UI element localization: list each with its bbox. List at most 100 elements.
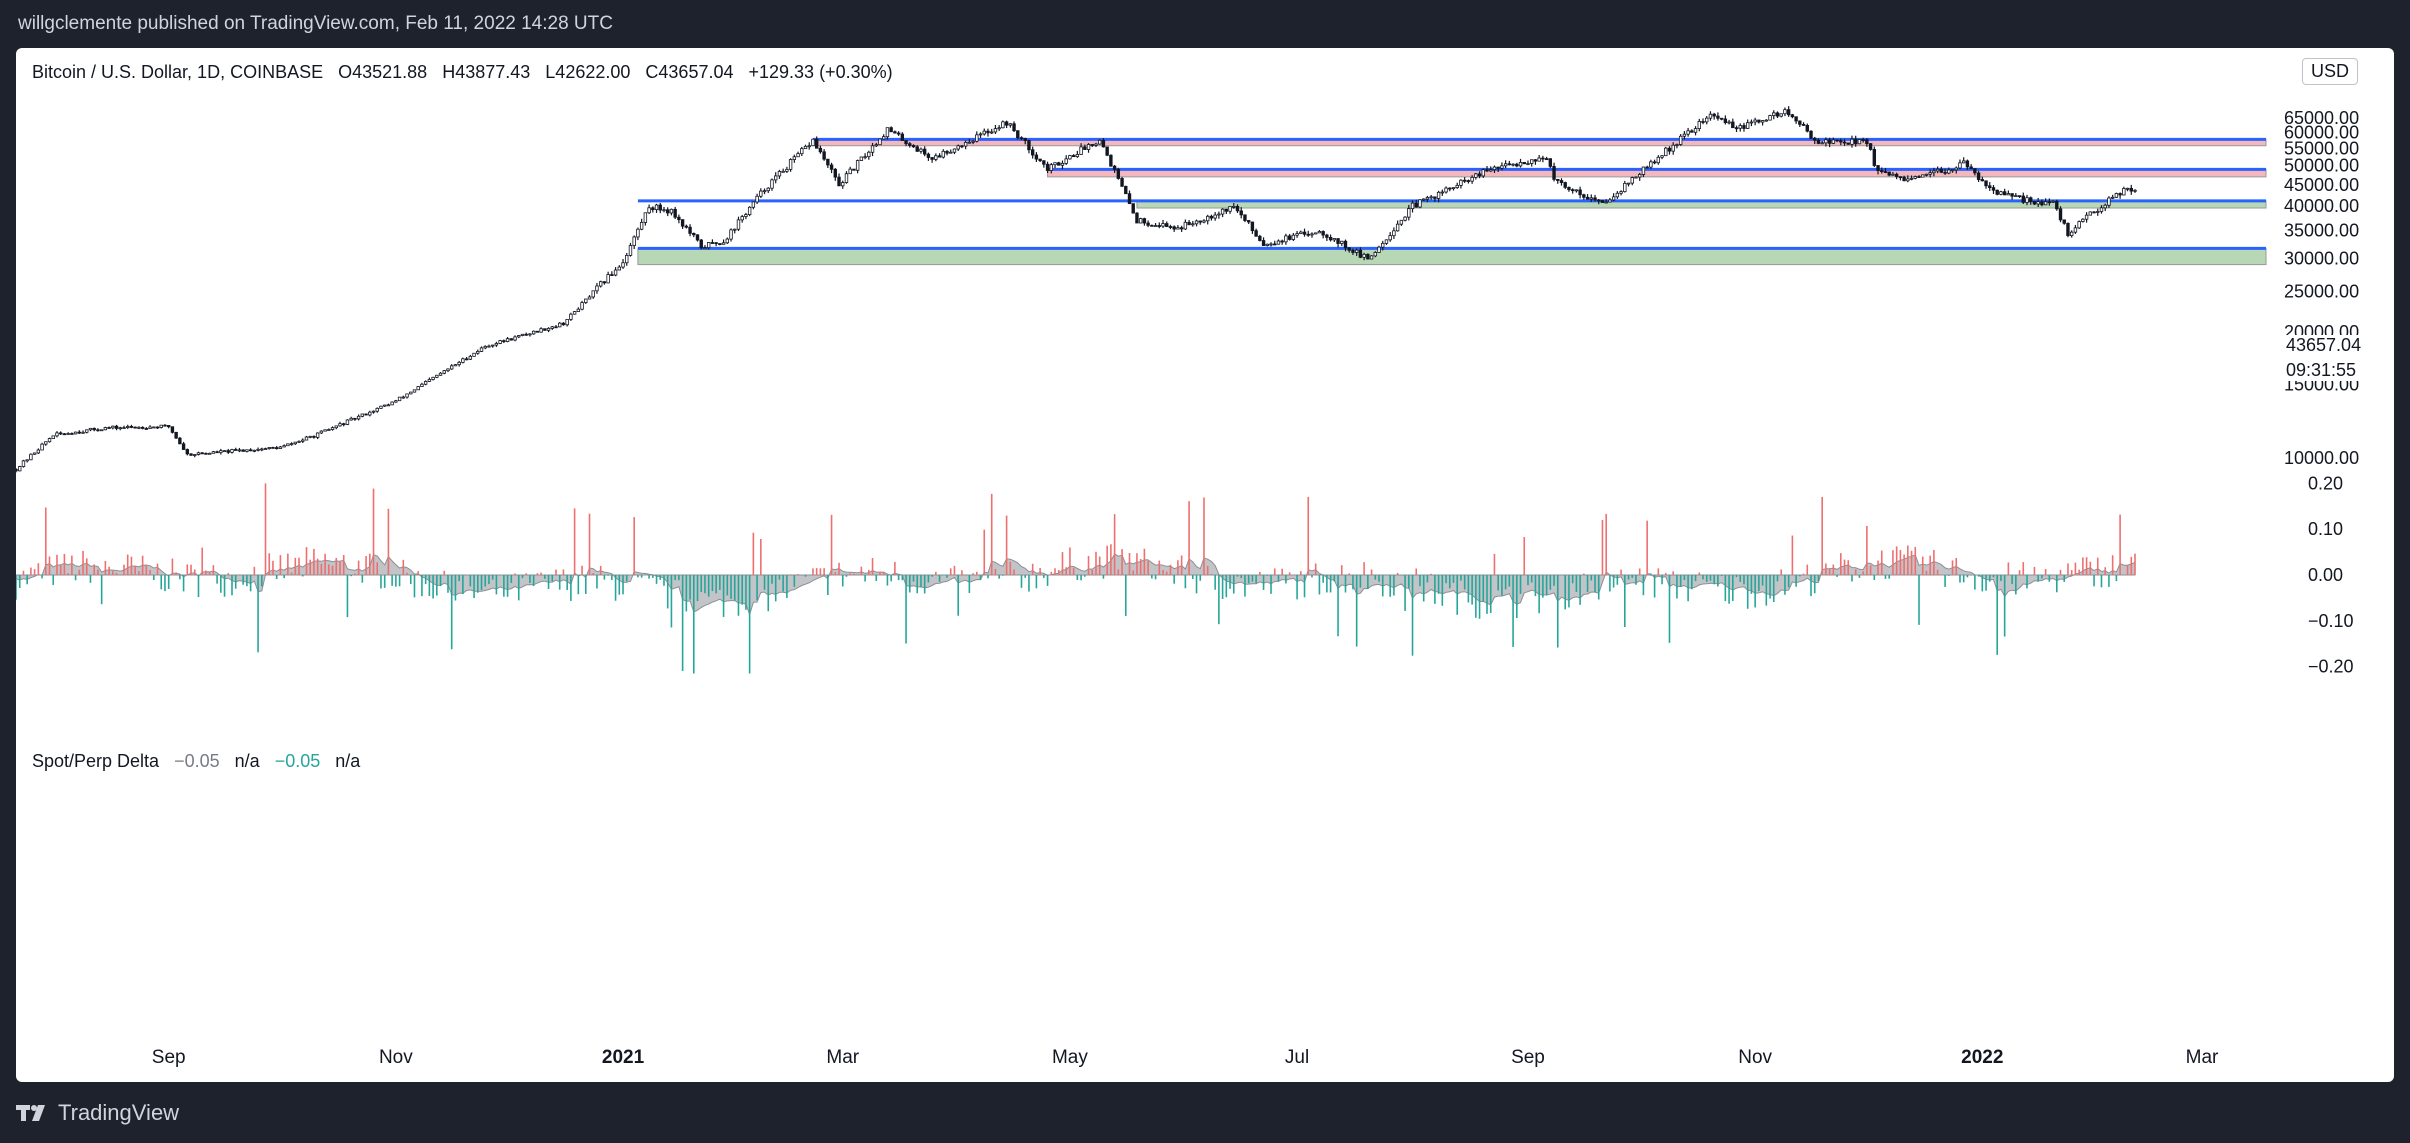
- candle-body: [1399, 219, 1404, 225]
- candle-body: [1451, 187, 1456, 189]
- candle-body: [155, 426, 160, 429]
- candle-body: [647, 207, 651, 214]
- chart-svg[interactable]: 65000.0060000.0055000.0050000.0045000.00…: [16, 48, 2394, 1082]
- candle-body: [263, 448, 268, 450]
- candle-body: [878, 138, 882, 146]
- candle-body: [1835, 139, 1839, 142]
- candle-body: [1265, 243, 1269, 246]
- candle-body: [911, 145, 916, 148]
- candle-body: [144, 428, 149, 430]
- candle-body: [975, 134, 979, 142]
- time-tick-label: Mar: [826, 1047, 859, 1068]
- price-tick-label: 50000.00: [2284, 156, 2359, 176]
- candle-body: [703, 247, 707, 250]
- candle-body: [669, 208, 674, 214]
- candle-body: [990, 131, 994, 134]
- candle-body: [1016, 130, 1020, 139]
- candle-body: [1198, 220, 1202, 223]
- tradingview-logo[interactable]: TradingView: [16, 1100, 179, 1126]
- candle-body: [528, 333, 532, 336]
- candle-body: [662, 209, 666, 212]
- candle-body: [2002, 191, 2007, 196]
- candle-body: [446, 368, 450, 372]
- candle-body: [1045, 163, 1050, 171]
- candle-body: [1764, 119, 1769, 122]
- candle-body: [1414, 202, 1418, 208]
- candle-body: [1641, 166, 1646, 175]
- candle-body: [256, 448, 260, 451]
- candle-body: [684, 225, 689, 228]
- tradingview-logo-icon: [16, 1104, 45, 1121]
- candle-body: [1373, 252, 1377, 257]
- candle-body: [2047, 201, 2052, 204]
- candle-body: [1794, 116, 1798, 122]
- candle-body: [1477, 173, 1482, 177]
- candle-body: [81, 431, 85, 434]
- candle-body: [1008, 123, 1013, 126]
- candle-body: [1135, 212, 1139, 224]
- candle-body: [375, 407, 379, 412]
- chart-panel[interactable]: 65000.00 60000.00 55000.00 50000.00 45000.00…: [16, 48, 2394, 1082]
- candle-body: [874, 144, 878, 147]
- candle-body: [1507, 163, 1512, 166]
- candle-body: [99, 429, 104, 432]
- candle-body: [1727, 121, 1731, 124]
- candle-body: [1701, 121, 1705, 123]
- candle-body: [1075, 154, 1080, 158]
- brand-name: TradingView: [58, 1099, 180, 1125]
- indicator-legend: Spot/Perp Delta −0.05 n/a −0.05 n/a: [32, 751, 360, 772]
- candle-body: [1347, 247, 1351, 251]
- candle-body: [21, 460, 26, 467]
- candle-body: [1909, 177, 1914, 180]
- candle-body: [1310, 233, 1314, 236]
- candle-body: [1541, 157, 1545, 160]
- candle-body: [666, 209, 670, 214]
- candle-body: [1898, 176, 1903, 179]
- candle-body: [1354, 249, 1359, 253]
- candle-body: [189, 453, 193, 456]
- candle-body: [1291, 234, 1296, 240]
- candle-body: [148, 426, 152, 429]
- candle-body: [2110, 196, 2115, 199]
- time-tick-label: Sep: [152, 1047, 186, 1068]
- candle-body: [1671, 144, 1675, 152]
- candle-body: [1142, 218, 1147, 224]
- candle-body: [289, 443, 294, 446]
- candle-body: [1034, 154, 1039, 160]
- candle-body: [1723, 118, 1728, 124]
- candle-body: [409, 391, 413, 395]
- candle-body: [826, 158, 830, 166]
- indicator-na-2: n/a: [335, 751, 361, 771]
- candle-body: [420, 383, 424, 387]
- countdown-label: 09:31:55: [2282, 360, 2361, 381]
- candle-body: [219, 450, 223, 454]
- candle-body: [1273, 243, 1277, 246]
- candle-body: [1228, 206, 1232, 212]
- candle-body: [1556, 178, 1560, 181]
- candle-body: [1798, 120, 1802, 125]
- candle-body: [126, 426, 130, 428]
- candle-body: [915, 146, 919, 152]
- candle-body: [1038, 158, 1042, 162]
- candle-body: [520, 333, 525, 336]
- candle-body: [96, 429, 100, 432]
- candle-body: [1749, 121, 1754, 124]
- delta-area: [16, 553, 2136, 617]
- price-tick-label: 10000.00: [2284, 448, 2359, 468]
- candle-body: [1697, 121, 1701, 130]
- candle-body: [1381, 242, 1385, 248]
- candle-body: [617, 266, 622, 271]
- candle-body: [2084, 214, 2089, 220]
- candle-body: [1548, 158, 1553, 167]
- candle-body: [2066, 222, 2070, 237]
- candle-body: [1146, 222, 1150, 226]
- candle-body: [1716, 115, 1720, 119]
- candle-body: [800, 148, 804, 155]
- candle-body: [937, 155, 942, 158]
- candle-body: [364, 413, 368, 416]
- candle-body: [625, 254, 629, 264]
- currency-button[interactable]: USD: [2302, 58, 2359, 85]
- candle-body: [561, 322, 566, 326]
- candle-body: [490, 344, 495, 347]
- candle-body: [747, 206, 752, 216]
